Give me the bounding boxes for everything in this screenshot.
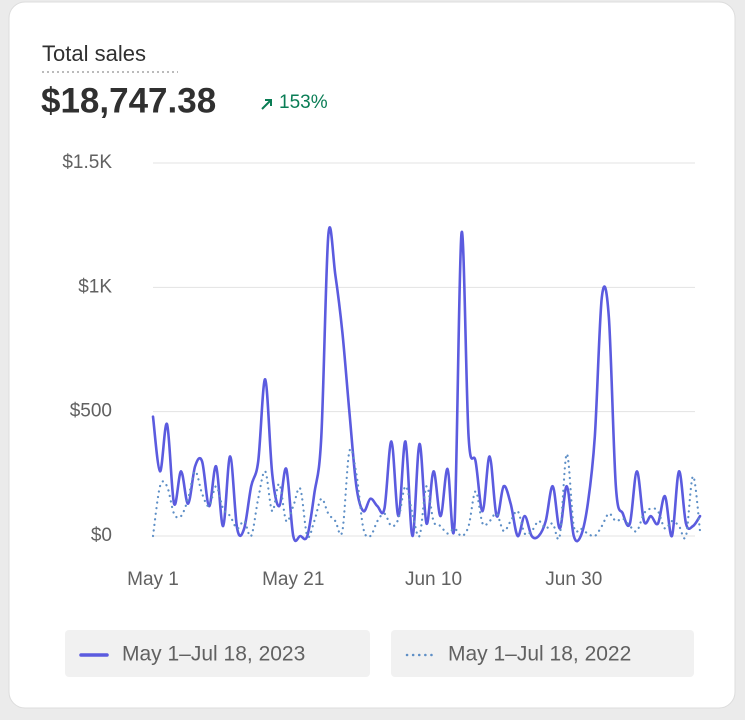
total-value: $18,747.38 [41, 81, 216, 120]
x-tick-label: May 1 [127, 569, 179, 590]
legend: May 1–Jul 18, 2023 May 1–Jul 18, 2022 [65, 630, 694, 677]
series-line [151, 226, 702, 543]
y-tick-label: $1.5K [62, 152, 112, 173]
card-title: Total sales [42, 41, 146, 66]
card [8, 1, 736, 709]
x-tick-label: Jun 10 [405, 569, 462, 590]
legend-label: May 1–Jul 18, 2023 [122, 643, 305, 666]
y-tick-label: $0 [91, 525, 112, 546]
x-tick-label: Jun 30 [545, 569, 602, 590]
x-tick-label: May 21 [262, 569, 324, 590]
y-tick-label: $1K [78, 276, 112, 297]
trend-arrow [261, 99, 272, 110]
legend-item[interactable] [391, 630, 694, 677]
series-line [151, 448, 702, 541]
legend-item[interactable] [65, 630, 370, 677]
legend-label: May 1–Jul 18, 2022 [448, 643, 631, 666]
y-tick-label: $500 [70, 401, 112, 422]
change-value: 153% [279, 92, 328, 113]
